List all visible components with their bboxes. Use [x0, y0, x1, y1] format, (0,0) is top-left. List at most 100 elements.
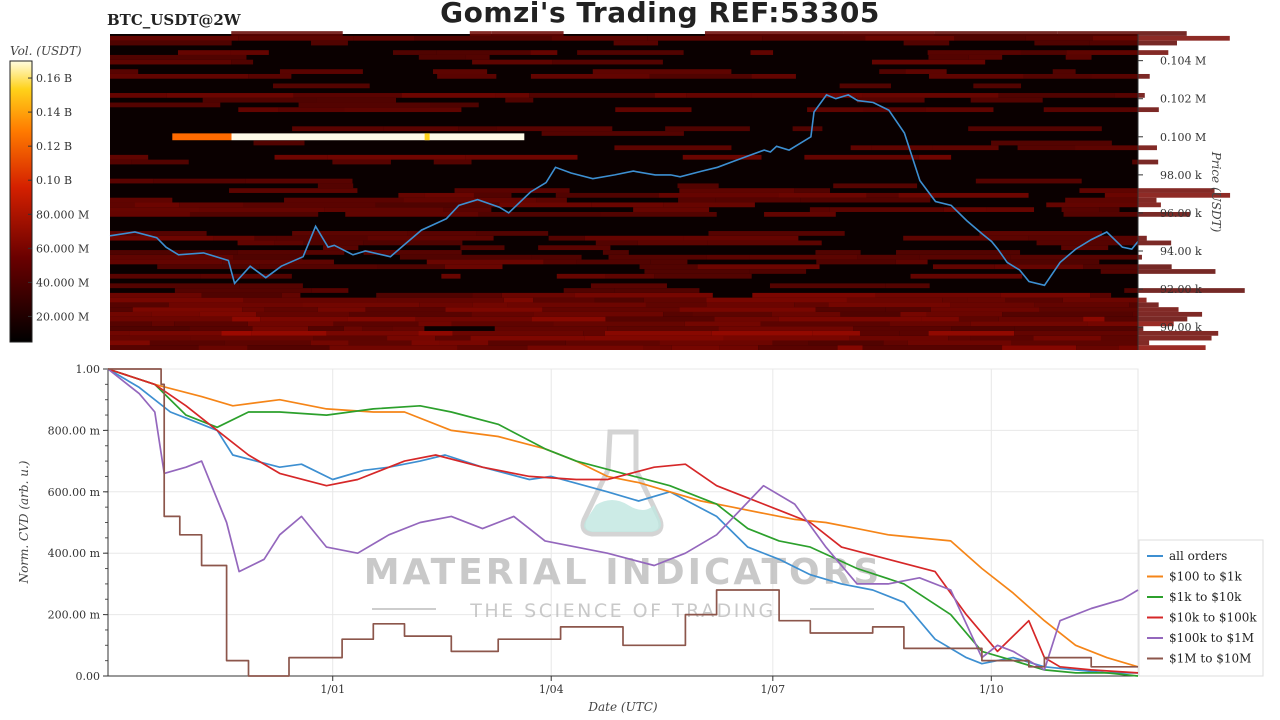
liquidity-cell — [900, 311, 927, 317]
cvd-y-tick-label: 200.00 m — [48, 609, 101, 622]
liquidity-cell — [584, 235, 684, 241]
liquidity-cell — [247, 345, 330, 350]
liquidity-cell — [222, 259, 334, 265]
liquidity-cell — [411, 340, 440, 346]
liquidity-cell — [948, 335, 971, 341]
liquidity-cell — [190, 335, 314, 341]
watermark: MATERIAL INDICATORS THE SCIENCE OF TRADIN… — [364, 429, 879, 622]
liquidity-cell — [365, 307, 446, 312]
cvd-x-tick-label: 1/01 — [320, 683, 345, 696]
liquidity-cell — [238, 107, 279, 113]
liquidity-cell — [415, 316, 532, 322]
liquidity-cell — [252, 326, 309, 331]
liquidity-cell — [954, 35, 1026, 41]
liquidity-cell — [723, 335, 850, 341]
liquidity-cell — [833, 183, 918, 189]
liquidity-cell — [110, 35, 239, 41]
liquidity-cell — [343, 326, 363, 331]
liquidity-cell — [677, 183, 719, 189]
liquidity-cell — [577, 50, 684, 55]
liquidity-cell — [110, 73, 249, 79]
liquidity-cell — [1076, 345, 1119, 350]
price-tick-label: 0.102 M — [1160, 93, 1206, 106]
liquidity-cell — [254, 235, 277, 241]
liquidity-cell — [859, 330, 900, 336]
liquidity-cell — [110, 302, 169, 308]
cvd-y-tick-label: 600.00 m — [48, 486, 101, 499]
liquidity-cell — [942, 297, 968, 303]
price-axis-label: Price (USDT) — [1209, 151, 1223, 233]
liquidity-cell — [792, 126, 823, 132]
liquidity-cell — [970, 335, 1034, 341]
liquidity-cell — [349, 311, 472, 317]
liquidity-cell — [403, 197, 537, 203]
liquidity-cell — [298, 102, 431, 108]
liquidity-cell — [279, 69, 363, 74]
liquidity-cell — [542, 307, 680, 312]
liquidity-cell — [353, 35, 415, 41]
liquidity-cell — [711, 330, 813, 336]
liquidity-cell — [815, 250, 861, 255]
liquidity-cell — [1089, 40, 1177, 46]
liquidity-cell — [883, 340, 908, 346]
liquidity-cell — [179, 202, 244, 208]
liquidity-cell — [132, 307, 243, 312]
liquidity-cell — [348, 340, 412, 346]
liquidity-cell — [377, 297, 504, 303]
liquidity-cell — [968, 126, 1102, 132]
flask-liquid-icon — [584, 500, 661, 532]
liquidity-cell — [663, 311, 693, 317]
liquidity-cell — [910, 273, 1023, 279]
price-tick-label: 98.00 k — [1160, 169, 1202, 182]
liquidity-cell — [637, 240, 708, 246]
liquidity-cell — [704, 31, 844, 36]
liquidity-cell — [316, 97, 397, 103]
liquidity-cell — [679, 307, 816, 312]
liquidity-cell — [414, 35, 552, 41]
colorbar-tick-label: 40.000 M — [36, 276, 89, 289]
liquidity-cell — [613, 40, 659, 46]
liquidity-cell — [317, 183, 354, 189]
liquidity-cell — [110, 54, 247, 60]
liquidity-cell — [1010, 254, 1142, 260]
liquidity-cell — [871, 59, 986, 65]
liquidity-cell — [110, 316, 233, 322]
liquidity-cell — [469, 31, 492, 36]
liquidity-cell — [857, 254, 920, 260]
liquidity-cell — [224, 340, 312, 346]
liquidity-cell — [418, 321, 452, 327]
liquidity-cell — [659, 192, 779, 198]
liquidity-cell — [885, 307, 931, 312]
liquidity-cell — [548, 235, 585, 241]
liquidity-cell — [363, 240, 463, 246]
liquidity-cell — [1005, 297, 1063, 303]
liquidity-cell — [1114, 93, 1145, 98]
liquidity-cell — [1034, 40, 1090, 46]
colorbar-tick-label: 80.000 M — [36, 208, 89, 221]
liquidity-cell — [238, 35, 354, 41]
liquidity-cell — [345, 211, 479, 217]
liquidity-cell — [843, 31, 935, 36]
cvd-series-line — [107, 368, 1138, 674]
liquidity-cell — [530, 50, 558, 55]
liquidity-cell — [879, 69, 906, 74]
liquidity-cell — [151, 311, 200, 317]
liquidity-cell — [1052, 69, 1076, 74]
liquidity-cell — [565, 340, 660, 346]
liquidity-cell — [327, 154, 466, 160]
liquidity-cell — [899, 330, 929, 336]
liquidity-cell — [465, 54, 490, 60]
liquidity-cell — [387, 335, 436, 341]
cvd-y-tick-label: 1.00 — [76, 363, 101, 376]
liquidity-cell — [530, 73, 650, 79]
liquidity-cell — [749, 254, 858, 260]
liquidity-cell — [749, 269, 807, 274]
liquidity-cell — [311, 288, 349, 293]
liquidity-cell — [251, 330, 327, 336]
liquidity-cell — [684, 321, 761, 327]
liquidity-cell — [846, 297, 943, 303]
liquidity-cell — [281, 292, 301, 298]
liquidity-cell — [764, 211, 836, 217]
liquidity-cell — [551, 35, 648, 41]
liquidity-band-bright — [231, 133, 525, 141]
